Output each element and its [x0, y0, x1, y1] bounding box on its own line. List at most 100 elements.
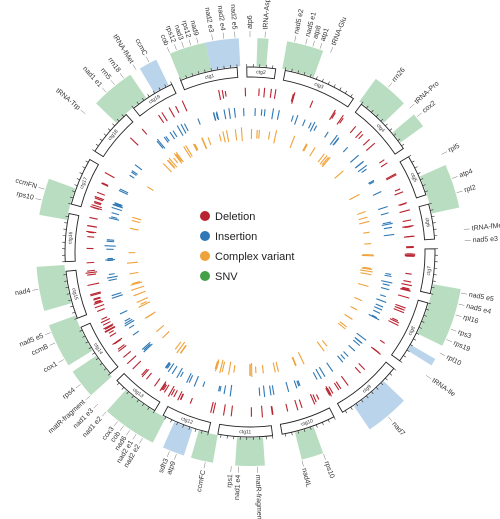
gene-highlight-band [96, 74, 146, 123]
legend-item-snv: SNV [200, 271, 238, 283]
gene-leader-line [301, 460, 304, 467]
contig-arc [64, 213, 80, 263]
contig-tick [95, 143, 99, 147]
contig-tick [72, 190, 76, 193]
contig-tick [164, 416, 167, 420]
variant-tracks [85, 87, 416, 418]
contig-label: ctg7 [426, 266, 433, 276]
variant-mark [361, 267, 373, 271]
contig-segment: ctg15 [63, 269, 88, 320]
ideogram-ring: ctg1 ctg2 ctg3 ctg4 ctg5 ctg6 ctg7 ctg8 ctg9 ctg1… [62, 64, 438, 440]
contig-tick [116, 382, 120, 386]
gene-label: rps4 [62, 387, 77, 401]
variant-mark [394, 191, 404, 196]
contig-segment: ctg8 [390, 299, 431, 363]
variant-mark [262, 385, 266, 398]
contig-tick [322, 422, 324, 426]
variant-mark [290, 115, 294, 122]
contig-tick [188, 426, 191, 430]
variant-mark [285, 381, 290, 393]
contig-label: ctg9 [362, 384, 373, 395]
variant-mark [331, 112, 336, 119]
variant-mark [312, 394, 317, 403]
variant-mark [379, 339, 385, 344]
variant-mark [146, 312, 155, 319]
variant-mark [100, 318, 111, 324]
contig-tick [74, 318, 78, 320]
variant-mark [217, 385, 221, 392]
contig-tick [131, 105, 134, 109]
variant-mark [123, 350, 132, 358]
variant-mark [328, 386, 334, 394]
variant-mark [336, 114, 344, 125]
variant-mark [101, 182, 109, 187]
variant-mark [294, 114, 299, 125]
contig-tick [345, 90, 348, 94]
variant-mark [400, 288, 411, 292]
variant-mark [93, 300, 104, 305]
contig-tick [103, 368, 107, 371]
gene-leader-line [294, 35, 297, 42]
contig-tick [204, 69, 206, 73]
variant-mark [359, 220, 370, 225]
variant-mark [339, 117, 344, 124]
contig-tick [303, 72, 306, 76]
variant-mark [355, 130, 363, 139]
variant-mark [106, 239, 115, 241]
gene-leader-line [132, 434, 137, 440]
variant-mark [146, 372, 152, 380]
gene-highlight-band [419, 164, 460, 214]
variant-mark [325, 387, 331, 396]
gene-label: matR-fragment [254, 475, 263, 519]
variant-mark [138, 301, 151, 308]
variant-mark [360, 269, 373, 273]
contig-tick [393, 133, 397, 136]
variant-mark [326, 362, 334, 372]
variant-mark [177, 391, 183, 401]
contig-tick [131, 395, 134, 399]
gene-label: nad5 e3 [473, 236, 499, 244]
variant-mark [112, 337, 123, 345]
contig-tick [76, 178, 80, 180]
variant-mark [86, 261, 95, 264]
variant-mark [94, 197, 104, 202]
contig-segment: ctg9 [336, 361, 397, 414]
contig-arc [418, 203, 436, 241]
legend-label-insertion: Insertion [215, 231, 257, 243]
variant-mark [136, 297, 149, 304]
variant-mark [94, 300, 102, 304]
variant-mark [180, 371, 184, 378]
gene-leader-line [166, 451, 170, 458]
contig-tick [389, 373, 393, 376]
variant-mark [172, 130, 178, 138]
variant-mark [269, 385, 272, 396]
gene-leader-line [126, 430, 130, 436]
variant-mark [93, 296, 101, 300]
variant-mark [124, 318, 133, 325]
gene-leader-line [35, 198, 42, 201]
variant-mark [156, 138, 166, 149]
contig-tick [82, 166, 86, 169]
gene-leader-line [388, 82, 393, 88]
variant-mark [118, 189, 128, 195]
variant-mark [402, 219, 412, 223]
contig-tick [197, 71, 200, 75]
contig-tick [361, 399, 364, 403]
contig-arc [116, 372, 161, 412]
gene-leader-line [119, 73, 124, 79]
contig-tick [285, 433, 287, 437]
gene-leader-line [451, 176, 458, 179]
contig-tick [194, 428, 197, 432]
variant-mark [229, 384, 233, 397]
variant-mark [221, 90, 225, 99]
contig-tick [291, 68, 293, 72]
variant-mark [214, 361, 219, 370]
variant-mark [171, 365, 178, 375]
contig-tick [179, 77, 181, 81]
contig-segment: ctg13 [116, 372, 161, 414]
contig-arc [282, 69, 355, 108]
variant-mark [207, 137, 212, 146]
variant-mark [156, 140, 164, 149]
variant-mark [273, 89, 277, 99]
contig-tick [65, 215, 69, 217]
